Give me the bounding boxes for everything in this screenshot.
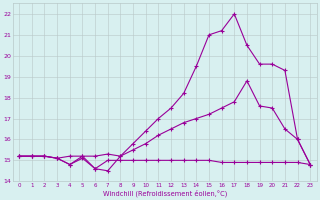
X-axis label: Windchill (Refroidissement éolien,°C): Windchill (Refroidissement éolien,°C) <box>102 189 227 197</box>
